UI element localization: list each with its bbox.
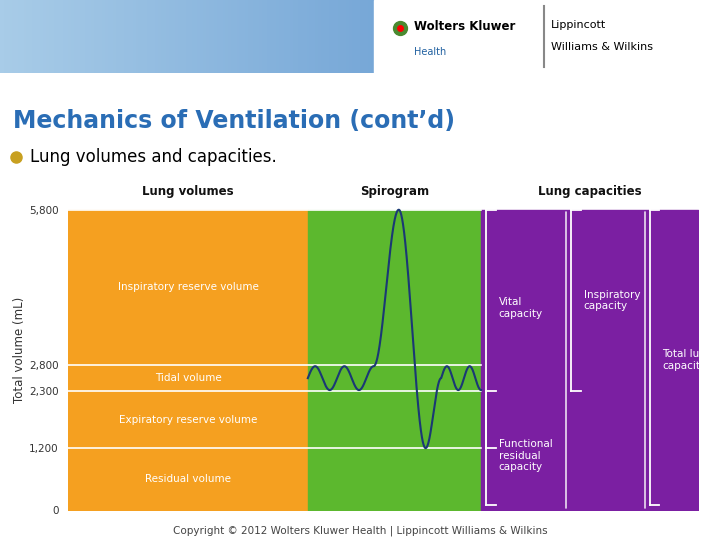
Text: Lung capacities: Lung capacities <box>538 185 642 198</box>
Text: Lung volumes and capacities.: Lung volumes and capacities. <box>30 148 277 166</box>
Y-axis label: Total volume (mL): Total volume (mL) <box>13 296 26 403</box>
Text: Expiratory reserve volume: Expiratory reserve volume <box>119 415 257 424</box>
Text: Lung volumes: Lung volumes <box>143 185 234 198</box>
Text: Copyright © 2012 Wolters Kluwer Health | Lippincott Williams & Wilkins: Copyright © 2012 Wolters Kluwer Health |… <box>173 525 547 536</box>
Text: Tidal volume: Tidal volume <box>155 373 222 383</box>
Bar <box>374 0 720 73</box>
Text: Lippincott: Lippincott <box>551 21 606 30</box>
Text: Residual volume: Residual volume <box>145 474 231 484</box>
Text: Functional
residual
capacity: Functional residual capacity <box>499 439 552 472</box>
Text: Wolters Kluwer: Wolters Kluwer <box>414 21 516 33</box>
Text: Total lung
capacity: Total lung capacity <box>662 349 713 371</box>
Text: Vital
capacity: Vital capacity <box>499 298 543 319</box>
Text: Inspiratory
capacity: Inspiratory capacity <box>584 289 640 311</box>
Text: Spirogram: Spirogram <box>360 185 429 198</box>
Text: Health: Health <box>414 48 446 57</box>
Text: Williams & Wilkins: Williams & Wilkins <box>551 42 653 52</box>
Text: Mechanics of Ventilation (cont’d): Mechanics of Ventilation (cont’d) <box>13 109 455 133</box>
Text: Inspiratory reserve volume: Inspiratory reserve volume <box>117 282 258 293</box>
